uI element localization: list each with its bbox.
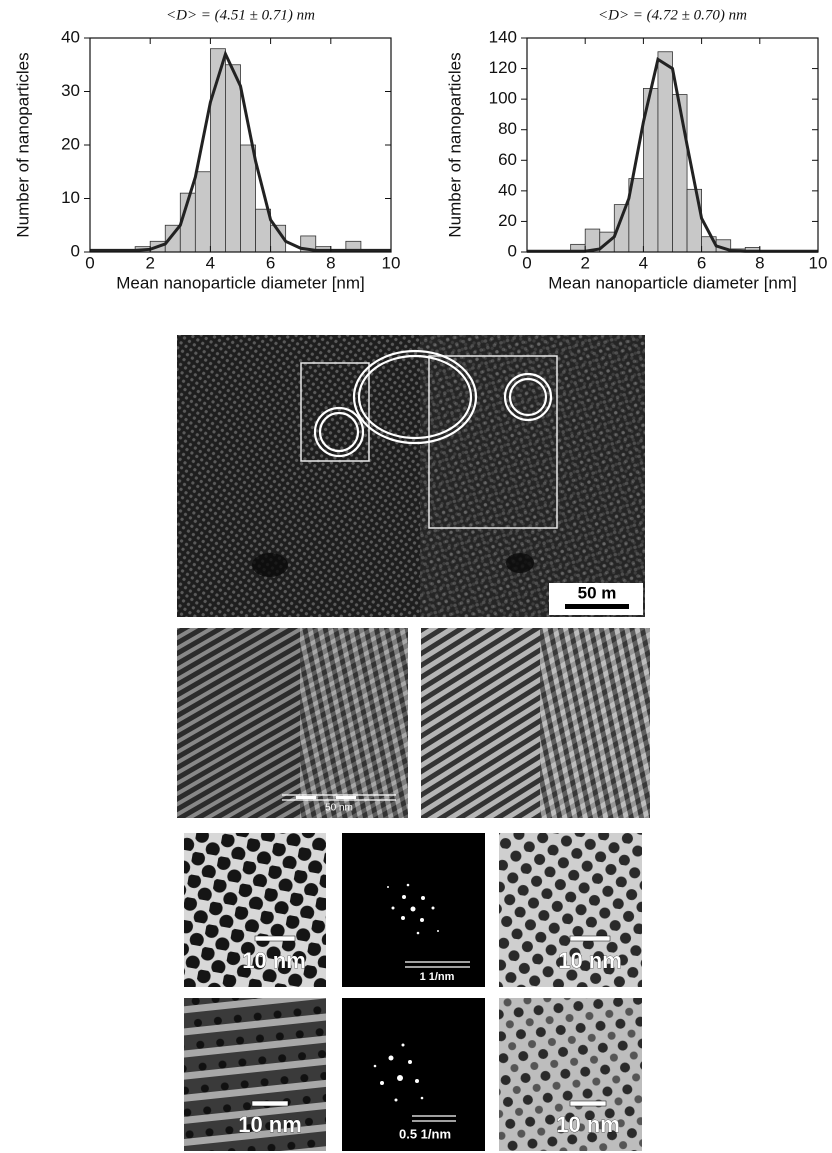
scale-label: 50 nm bbox=[325, 803, 353, 814]
y-axis-label: Number of nanoparticles bbox=[445, 52, 464, 237]
y-tick-label: 40 bbox=[61, 27, 80, 46]
histogram: <D> = (4.51 ± 0.71) nm Mean nanoparticle … bbox=[13, 7, 400, 292]
x-tick-label: 8 bbox=[326, 253, 335, 272]
y-tick-label: 120 bbox=[489, 58, 517, 77]
x-axis-label: Mean nanoparticle diameter [nm] bbox=[548, 273, 797, 292]
scale-label: 10 nm bbox=[242, 948, 306, 973]
fft-image: 1 1/nm bbox=[342, 833, 485, 987]
y-tick-label: 140 bbox=[489, 27, 517, 46]
scale-label: 10 nm bbox=[238, 1112, 302, 1137]
scale-label: 50 m bbox=[578, 583, 617, 602]
y-tick-label: 40 bbox=[498, 180, 517, 199]
bar bbox=[194, 171, 211, 253]
y-tick-label: 10 bbox=[61, 188, 80, 207]
y-tick-label: 20 bbox=[498, 211, 517, 230]
y-tick-label: 0 bbox=[508, 241, 517, 260]
overview-image: 50 m bbox=[177, 335, 645, 617]
x-tick-label: 2 bbox=[580, 253, 589, 272]
x-tick-label: 4 bbox=[206, 253, 215, 272]
x-tick-label: 2 bbox=[145, 253, 154, 272]
scale-label: 0.5 1/nm bbox=[399, 1126, 451, 1141]
pore-image: 10 nm bbox=[184, 998, 326, 1151]
bar bbox=[657, 51, 673, 253]
chart-title: <D> = (4.72 ± 0.70) nm bbox=[598, 7, 747, 23]
x-tick-label: 0 bbox=[522, 253, 531, 272]
y-tick-label: 100 bbox=[489, 89, 517, 108]
bar bbox=[672, 94, 688, 253]
bar bbox=[240, 144, 256, 253]
y-axis-label: Number of nanoparticles bbox=[13, 52, 32, 237]
plot-frame bbox=[526, 37, 819, 253]
y-tick-label: 20 bbox=[61, 134, 80, 153]
bar bbox=[686, 188, 702, 253]
bar bbox=[225, 64, 241, 253]
x-tick-label: 0 bbox=[85, 253, 94, 272]
fit-curve bbox=[527, 57, 818, 253]
y-tick-label: 30 bbox=[61, 81, 80, 100]
x-tick-label: 6 bbox=[266, 253, 275, 272]
y-tick-label: 0 bbox=[71, 241, 80, 260]
x-axis-label: Mean nanoparticle diameter [nm] bbox=[116, 273, 365, 292]
filtered-pore-image: 10 nm bbox=[499, 998, 642, 1151]
y-tick-label: 80 bbox=[498, 119, 517, 138]
fit-curve bbox=[90, 49, 391, 252]
fft-image: 0.5 1/nm bbox=[342, 998, 485, 1151]
x-tick-label: 4 bbox=[639, 253, 648, 272]
histogram: <D> = (4.72 ± 0.70) nm Mean nanoparticle … bbox=[445, 7, 827, 292]
scale-label: 10 nm bbox=[556, 1112, 620, 1137]
chart-title: <D> = (4.51 ± 0.71) nm bbox=[166, 7, 315, 23]
filtered-lattice-image bbox=[421, 628, 650, 818]
x-tick-label: 10 bbox=[809, 253, 828, 272]
lattice-image: 50 nm bbox=[177, 628, 408, 818]
scale-label: 1 1/nm bbox=[420, 971, 455, 983]
scale-label: 10 nm bbox=[558, 948, 622, 973]
x-tick-label: 10 bbox=[382, 253, 401, 272]
filtered-pore-image: 10 nm bbox=[499, 833, 642, 987]
x-tick-label: 6 bbox=[697, 253, 706, 272]
y-tick-label: 60 bbox=[498, 150, 517, 169]
pore-image: 10 nm bbox=[184, 833, 326, 987]
x-tick-label: 8 bbox=[755, 253, 764, 272]
